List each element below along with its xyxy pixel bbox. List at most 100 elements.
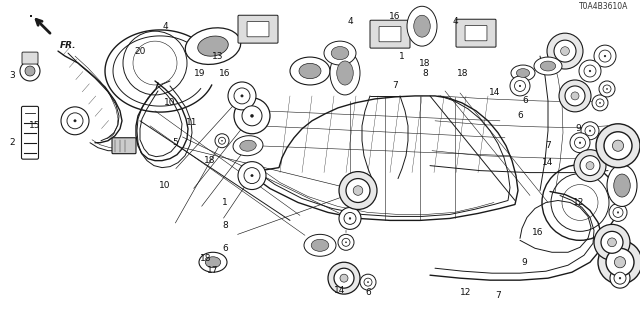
Circle shape bbox=[606, 248, 634, 276]
Text: 4: 4 bbox=[162, 22, 168, 31]
Circle shape bbox=[74, 120, 76, 122]
Text: 6: 6 bbox=[522, 96, 528, 105]
FancyBboxPatch shape bbox=[22, 106, 38, 159]
Text: 4: 4 bbox=[347, 17, 353, 26]
Text: 11: 11 bbox=[186, 118, 198, 127]
Text: 7: 7 bbox=[545, 141, 551, 150]
Text: 3: 3 bbox=[9, 71, 15, 81]
Ellipse shape bbox=[198, 36, 228, 56]
Ellipse shape bbox=[540, 61, 556, 71]
Circle shape bbox=[574, 150, 606, 181]
Text: 8: 8 bbox=[222, 221, 228, 230]
Circle shape bbox=[67, 113, 83, 129]
Circle shape bbox=[579, 60, 601, 82]
Circle shape bbox=[604, 55, 606, 57]
Circle shape bbox=[367, 282, 369, 283]
Circle shape bbox=[346, 179, 370, 203]
Circle shape bbox=[613, 207, 623, 217]
Circle shape bbox=[353, 186, 363, 195]
Circle shape bbox=[344, 212, 356, 224]
Circle shape bbox=[561, 47, 570, 55]
Circle shape bbox=[589, 130, 591, 132]
Circle shape bbox=[364, 278, 372, 286]
Ellipse shape bbox=[332, 46, 349, 60]
Circle shape bbox=[61, 107, 89, 135]
Circle shape bbox=[598, 240, 640, 284]
Ellipse shape bbox=[511, 65, 535, 81]
Circle shape bbox=[619, 277, 621, 279]
Circle shape bbox=[579, 142, 581, 144]
Circle shape bbox=[601, 231, 623, 253]
Text: 14: 14 bbox=[490, 88, 500, 97]
Ellipse shape bbox=[240, 140, 256, 151]
Ellipse shape bbox=[324, 41, 356, 65]
Text: 14: 14 bbox=[542, 158, 554, 167]
Text: 7: 7 bbox=[392, 82, 398, 91]
Text: 8: 8 bbox=[422, 68, 428, 77]
Ellipse shape bbox=[304, 234, 336, 256]
Ellipse shape bbox=[413, 15, 430, 37]
FancyBboxPatch shape bbox=[465, 26, 487, 41]
Circle shape bbox=[547, 33, 583, 69]
Text: 18: 18 bbox=[200, 254, 212, 263]
Text: 12: 12 bbox=[460, 288, 472, 297]
Circle shape bbox=[234, 98, 270, 134]
Ellipse shape bbox=[233, 136, 263, 156]
Circle shape bbox=[340, 274, 348, 282]
Circle shape bbox=[554, 40, 576, 62]
Text: 6: 6 bbox=[517, 111, 523, 120]
Circle shape bbox=[334, 268, 354, 288]
Text: 6: 6 bbox=[365, 288, 371, 297]
Circle shape bbox=[614, 257, 626, 268]
Circle shape bbox=[603, 85, 611, 93]
Ellipse shape bbox=[607, 164, 637, 206]
Circle shape bbox=[586, 162, 594, 170]
Text: 16: 16 bbox=[389, 12, 401, 21]
Circle shape bbox=[589, 70, 591, 72]
Ellipse shape bbox=[337, 61, 353, 85]
Ellipse shape bbox=[185, 28, 241, 64]
Text: 18: 18 bbox=[204, 156, 216, 165]
Circle shape bbox=[610, 268, 630, 288]
FancyBboxPatch shape bbox=[30, 15, 32, 17]
Text: 9: 9 bbox=[575, 124, 581, 133]
Circle shape bbox=[342, 238, 350, 246]
Text: 19: 19 bbox=[195, 68, 205, 77]
Circle shape bbox=[596, 124, 640, 168]
Circle shape bbox=[571, 92, 579, 100]
FancyBboxPatch shape bbox=[379, 27, 401, 42]
Circle shape bbox=[580, 156, 600, 176]
Ellipse shape bbox=[534, 57, 562, 75]
FancyBboxPatch shape bbox=[22, 52, 38, 64]
Circle shape bbox=[221, 140, 223, 141]
Circle shape bbox=[519, 85, 521, 87]
Text: 12: 12 bbox=[573, 198, 585, 207]
Circle shape bbox=[594, 224, 630, 260]
Ellipse shape bbox=[299, 63, 321, 79]
Circle shape bbox=[559, 80, 591, 112]
Text: 1: 1 bbox=[222, 198, 228, 207]
Circle shape bbox=[244, 168, 260, 184]
Circle shape bbox=[592, 95, 608, 111]
Text: T0A4B3610A: T0A4B3610A bbox=[579, 2, 628, 11]
Text: 1: 1 bbox=[399, 52, 405, 60]
Text: 4: 4 bbox=[452, 17, 458, 26]
Text: 18: 18 bbox=[419, 59, 431, 68]
Circle shape bbox=[349, 218, 351, 219]
Circle shape bbox=[565, 86, 585, 106]
Circle shape bbox=[617, 212, 619, 213]
Ellipse shape bbox=[407, 6, 437, 46]
Text: 10: 10 bbox=[159, 181, 171, 190]
Ellipse shape bbox=[516, 68, 530, 77]
Text: 16: 16 bbox=[220, 68, 231, 77]
Circle shape bbox=[604, 132, 632, 160]
Circle shape bbox=[238, 162, 266, 189]
Circle shape bbox=[234, 88, 250, 104]
Circle shape bbox=[607, 238, 616, 247]
Circle shape bbox=[241, 95, 243, 97]
Ellipse shape bbox=[614, 174, 630, 197]
Text: 17: 17 bbox=[207, 266, 219, 275]
Text: 5: 5 bbox=[172, 138, 178, 147]
Circle shape bbox=[575, 137, 586, 148]
Circle shape bbox=[242, 106, 262, 126]
